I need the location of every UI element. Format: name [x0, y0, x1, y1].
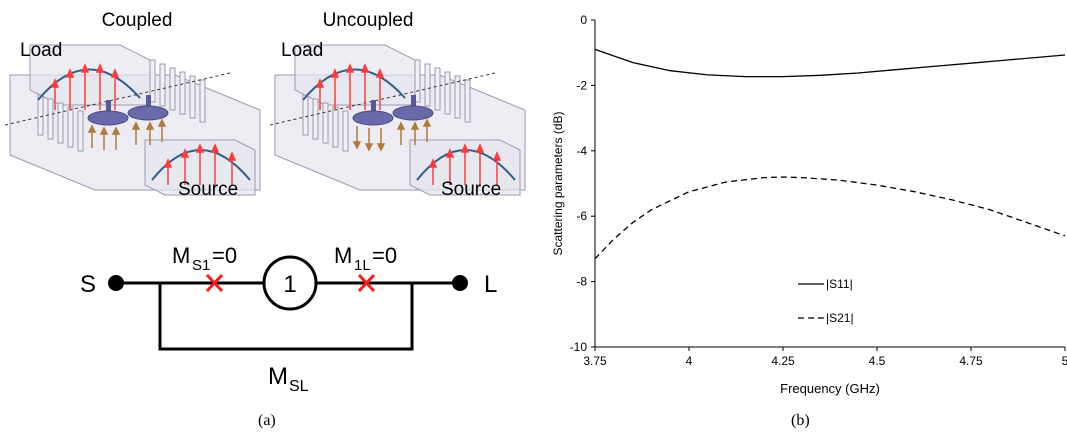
y-tick-label-1: -2	[576, 78, 587, 92]
resonator-label: 1	[283, 271, 296, 298]
uncoupled-resonator-posts	[352, 95, 434, 126]
coupled-source-label: Source	[178, 179, 238, 200]
svg-text:M: M	[172, 243, 190, 268]
x-tick-label-4: 4.75	[959, 354, 983, 368]
svg-text:S1: S1	[192, 257, 210, 274]
y-tick-label-0: 0	[580, 13, 587, 27]
m1l-cross-icon	[357, 273, 376, 293]
caption-b: (b)	[791, 412, 810, 429]
panel-b: 0 -2 -4 -6 -8 -10 3.75 4 4.25 4.5 4.75 5 |S11| |S21|…	[540, 0, 1067, 439]
svg-text:M: M	[334, 243, 352, 268]
node-l-dot	[452, 275, 468, 291]
y-axis-label: Scattering parameters (dB)	[551, 111, 565, 255]
panel-a-figure: Coupled Uncoupled	[4, 10, 526, 395]
legend-label-0: |S11|	[826, 277, 853, 291]
coupled-load-label: Load	[20, 40, 62, 61]
chart-axes: 0 -2 -4 -6 -8 -103.75 4 4.25 4.5 4.75 5	[570, 13, 1067, 368]
y-tick-label-4: -8	[576, 275, 587, 289]
wire-msl-bypass	[158, 283, 414, 351]
uncoupled-brown-arrows	[352, 118, 432, 152]
svg-text:=0: =0	[372, 243, 397, 268]
s-parameter-chart: 0 -2 -4 -6 -8 -103.75 4 4.25 4.5 4.75 5 |S11| |S21|…	[551, 13, 1067, 396]
m1l-label: M 1L =0	[334, 243, 397, 274]
svg-text:=0: =0	[212, 243, 237, 268]
coupling-schematic: 1 S L M S1 =0 M 1L =0 M SL	[80, 243, 497, 395]
ms1-cross-icon	[205, 273, 224, 293]
coupled-load-arrows	[50, 63, 120, 110]
uncoupled-illustration: Load Source	[269, 40, 526, 200]
chart-plot-area	[594, 48, 1066, 260]
svg-text:M: M	[268, 363, 288, 390]
coupled-resonator-posts	[87, 95, 169, 126]
uncoupled-title: Uncoupled	[323, 10, 414, 31]
x-tick-label-5: 5	[1062, 354, 1067, 368]
coupled-title: Coupled	[102, 10, 173, 31]
x-tick-label-3: 4.5	[869, 354, 886, 368]
x-tick-label-0: 3.75	[583, 354, 607, 368]
coupled-illustration: Load Source	[4, 40, 261, 200]
node-s-label: S	[80, 271, 96, 298]
node-s-dot	[108, 275, 124, 291]
uncoupled-symmetry-line	[269, 72, 496, 126]
chart-legend: |S11| |S21|	[798, 277, 854, 325]
x-axis-label: Frequency (GHz)	[780, 381, 880, 396]
uncoupled-via-posts	[302, 59, 471, 152]
node-l-label: L	[484, 271, 497, 298]
uncoupled-load-arrows	[315, 63, 385, 110]
resonator-circle	[262, 255, 318, 311]
series-line-1	[594, 176, 1066, 260]
caption-a: (a)	[258, 412, 276, 429]
uncoupled-source-arrows	[428, 143, 502, 185]
x-tick-label-2: 4.25	[771, 354, 795, 368]
svg-text:1L: 1L	[354, 257, 371, 274]
uncoupled-load-arc	[302, 68, 406, 101]
y-tick-label-2: -4	[576, 144, 587, 158]
series-line-0	[594, 48, 1066, 78]
panel-a: Coupled Uncoupled	[4, 10, 526, 429]
coupled-brown-arrows	[87, 118, 167, 150]
x-tick-label-1: 4	[686, 354, 693, 368]
coupled-symmetry-line	[4, 72, 231, 126]
y-tick-label-5: -10	[570, 340, 588, 354]
uncoupled-source-label: Source	[441, 179, 501, 200]
coupled-via-posts	[37, 59, 206, 152]
coupled-source-arrows	[163, 143, 237, 185]
svg-text:SL: SL	[289, 378, 309, 395]
uncoupled-load-label: Load	[281, 40, 323, 61]
msl-label: M SL	[268, 363, 309, 395]
coupled-load-arc	[37, 68, 141, 101]
legend-label-1: |S21|	[826, 311, 854, 325]
y-tick-label-3: -6	[576, 209, 587, 223]
ms1-label: M S1 =0	[172, 243, 237, 274]
